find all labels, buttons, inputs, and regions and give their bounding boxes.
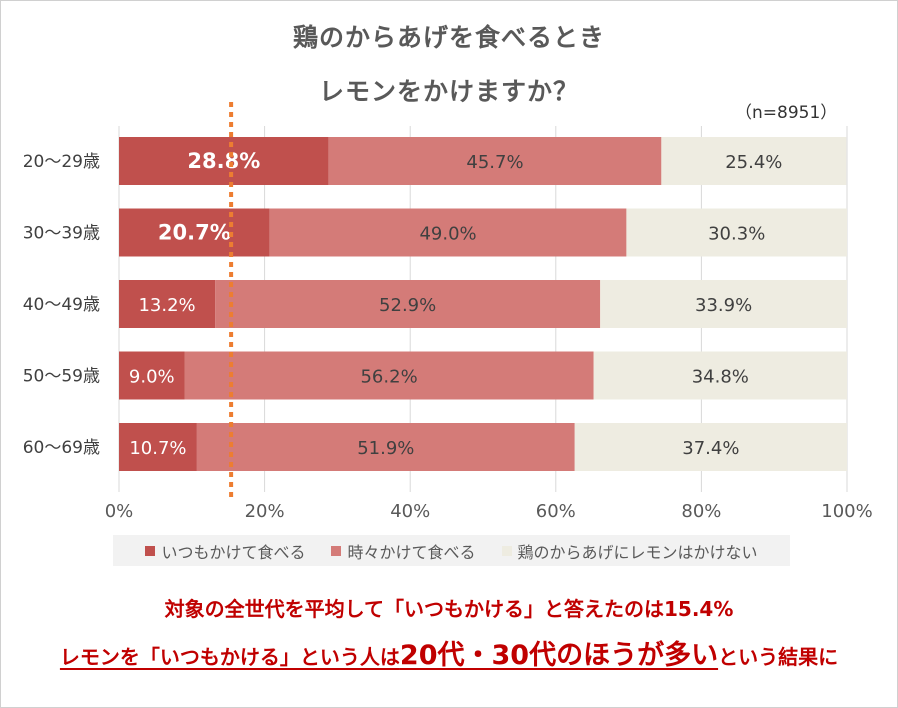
data-label-1-3: 56.2% <box>360 367 417 388</box>
bar-1-1 <box>269 208 627 257</box>
data-label-0-3: 9.0% <box>129 367 175 388</box>
x-tick-label-4: 80% <box>681 501 721 522</box>
legend-swatch-always <box>145 545 156 556</box>
bar-2-2 <box>600 280 847 328</box>
footer-line2-part1: レモンを「いつもかける」という人は <box>59 645 400 669</box>
chart-title-line2: レモンをかけますか？ <box>318 77 579 106</box>
data-label-1-1: 49.0% <box>419 224 476 245</box>
bar-1-3 <box>184 351 594 400</box>
category-label-1: 30～39歳 <box>23 224 100 244</box>
data-label-1-2: 52.9% <box>379 295 436 316</box>
category-label-2: 40～49歳 <box>23 295 100 315</box>
bar-2-0 <box>661 137 847 185</box>
x-tick-label-3: 60% <box>536 501 576 522</box>
data-label-0-0: 28.8% <box>187 149 260 173</box>
data-label-0-4: 10.7% <box>129 438 186 459</box>
legend-label-always: いつもかけて食べる <box>161 542 306 562</box>
stacked-bar-chart: 28.8% 45.7% 25.4% 20～29歳 20.7% 49.0% 30.3% 30～3… <box>23 102 873 522</box>
footer-line2-emphasis: 20代・30代のほうが多い <box>399 640 719 671</box>
legend-label-sometimes: 時々かけて食べる <box>347 542 476 562</box>
legend-item-never: 鶏のからあげにレモンはかけない <box>501 539 758 563</box>
bar-1-4 <box>196 423 575 471</box>
footer-summary-line2: レモンを「いつもかける」という人は20代・30代のほうが多いという結果に <box>0 633 898 672</box>
legend: いつもかけて食べる 時々かけて食べる 鶏のからあげにレモンはかけない <box>113 535 790 566</box>
x-tick-label-0: 0% <box>105 501 134 522</box>
data-label-0-1: 20.7% <box>158 221 231 245</box>
legend-swatch-sometimes <box>331 545 342 556</box>
bar-0-1 <box>119 208 270 257</box>
footer-summary-line1: 対象の全世代を平均して「いつもかける」と答えたのは15.4% <box>164 597 734 621</box>
x-tick-label-1: 20% <box>245 501 285 522</box>
bar-0-0 <box>119 137 329 185</box>
category-label-3: 50～59歳 <box>23 367 100 387</box>
bar-1-0 <box>328 137 662 185</box>
data-label-2-1: 30.3% <box>708 224 765 245</box>
footer-line2-part2: という結果に <box>718 645 839 669</box>
x-tick-label-2: 40% <box>390 501 430 522</box>
sample-size-label: （n=8951） <box>735 103 838 123</box>
data-label-2-4: 37.4% <box>682 438 739 459</box>
x-tick-label-5: 100% <box>821 501 872 522</box>
legend-swatch-never <box>501 545 512 556</box>
data-label-0-2: 13.2% <box>138 295 195 316</box>
data-label-1-0: 45.7% <box>466 152 523 173</box>
bar-0-4 <box>119 423 197 471</box>
chart-title-line1: 鶏のからあげを食べるとき <box>292 23 605 52</box>
legend-item-sometimes: 時々かけて食べる <box>331 539 476 563</box>
data-label-2-0: 25.4% <box>725 152 782 173</box>
bar-0-3 <box>119 351 185 400</box>
bar-2-1 <box>626 208 847 257</box>
data-label-2-3: 34.8% <box>692 367 749 388</box>
legend-item-always: いつもかけて食べる <box>145 539 305 563</box>
data-label-1-4: 51.9% <box>357 438 414 459</box>
bar-2-4 <box>574 423 847 471</box>
legend-label-never: 鶏のからあげにレモンはかけない <box>517 542 758 562</box>
data-label-2-2: 33.9% <box>695 295 752 316</box>
category-label-4: 60～69歳 <box>23 438 100 458</box>
category-label-0: 20～29歳 <box>23 152 100 172</box>
bar-1-2 <box>215 280 601 328</box>
bar-2-3 <box>593 351 847 400</box>
bar-0-2 <box>119 280 216 328</box>
